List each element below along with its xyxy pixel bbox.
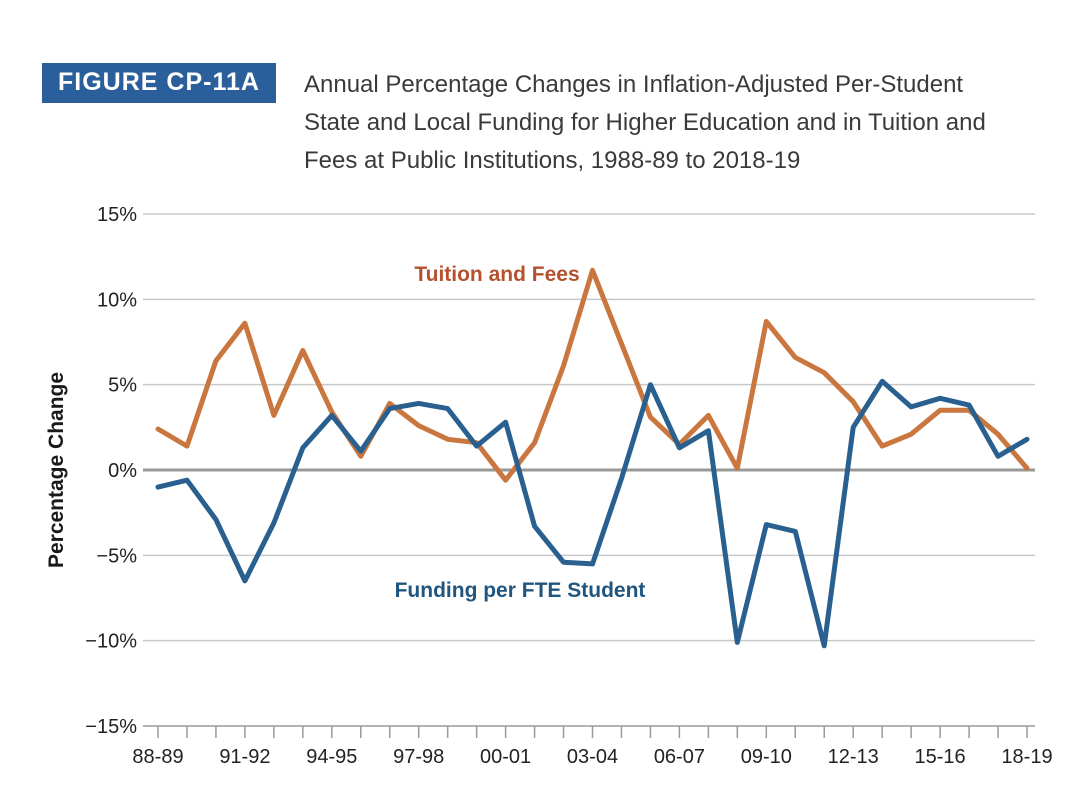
y-tick-label: −15% [85, 716, 137, 738]
x-axis-tick-labels: 88-89 91-92 94-95 97-98 00-01 03-04 06-07 09-10… [132, 746, 1052, 768]
x-tick-label: 12-13 [828, 746, 879, 768]
series-lines [155, 267, 1030, 649]
series-line-funding-per-fte-student [155, 378, 1030, 649]
y-tick-label: 10% [97, 289, 137, 311]
y-axis-tick-labels: 15% 10% 5% 0% −5% −10% −15% [85, 204, 137, 738]
figure-title-line-2: State and Local Funding for Higher Educa… [304, 109, 986, 136]
x-tick-label: 06-07 [654, 746, 705, 768]
series-label-tuition-and-fees: Tuition and Fees [414, 263, 579, 286]
gridlines [143, 213, 1035, 727]
x-tick-label: 00-01 [480, 746, 531, 768]
x-tick-label: 03-04 [567, 746, 618, 768]
x-tick-label: 91-92 [219, 746, 270, 768]
series-label-funding-per-fte-student: Funding per FTE Student [395, 579, 646, 602]
x-tick-label: 15-16 [915, 746, 966, 768]
x-tick-label: 09-10 [741, 746, 792, 768]
y-tick-label: −5% [96, 545, 137, 567]
figure-title-line-1: Annual Percentage Changes in Inflation-A… [304, 71, 964, 98]
y-axis-title: Percentage Change [45, 372, 68, 568]
y-tick-label: 0% [108, 460, 137, 482]
x-tick-label: 18-19 [1001, 746, 1052, 768]
x-tick-label: 97-98 [393, 746, 444, 768]
figure-title-line-3: Fees at Public Institutions, 1988-89 to … [304, 147, 801, 174]
series-line-tuition-and-fees [155, 267, 1030, 483]
figure-title: Annual Percentage Changes in Inflation-A… [304, 66, 1054, 180]
y-tick-label: −10% [85, 631, 137, 653]
x-tick-label: 94-95 [306, 746, 357, 768]
x-axis-tick-marks [157, 725, 1028, 738]
y-tick-label: 5% [108, 375, 137, 397]
figure-badge: FIGURE CP-11A [42, 63, 276, 103]
x-tick-label: 88-89 [132, 746, 183, 768]
y-tick-label: 15% [97, 204, 137, 226]
